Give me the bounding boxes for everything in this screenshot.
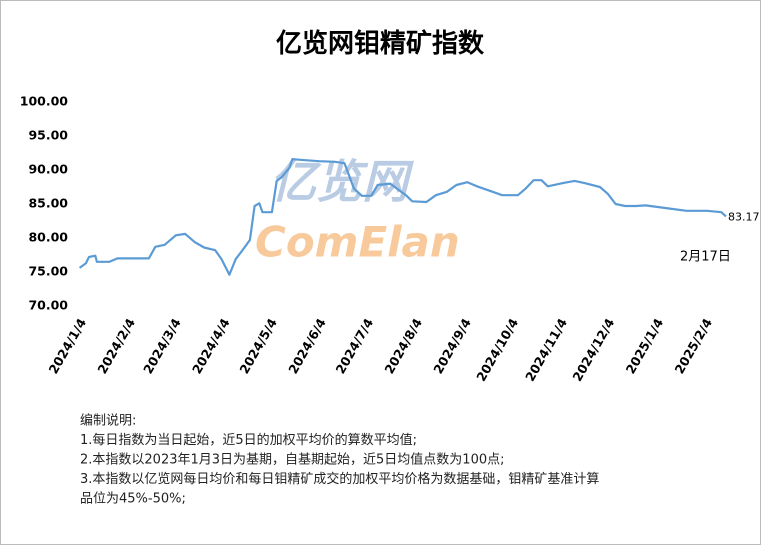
- data-line: [78, 158, 727, 276]
- y-tick-label: 85.00: [28, 196, 68, 211]
- annotation: 2月17日: [680, 250, 731, 265]
- note-line: 2.本指数以2023年1月3日为基期，自基期起始，近5日均值点数为100点;: [80, 452, 505, 468]
- value-label: 83.17: [728, 210, 760, 223]
- y-tick-label: 95.00: [28, 128, 68, 143]
- y-tick-label: 75.00: [28, 264, 68, 279]
- chart-title: 亿览网钼精矿指数: [276, 28, 485, 59]
- y-tick-label: 80.00: [28, 230, 68, 245]
- note-line: 1.每日指数为当日起始，近5日的加权平均价的算数平均值;: [80, 432, 417, 448]
- y-tick-label: 90.00: [28, 162, 68, 177]
- note-line: 编制说明:: [80, 414, 136, 429]
- y-tick-label: 100.00: [20, 94, 69, 109]
- y-tick-label: 70.00: [28, 298, 68, 313]
- note-line: 3.本指数以亿览网每日均价和每日钼精矿成交的加权平均价格为数据基础，钼精矿基准计…: [80, 471, 599, 487]
- note-line: 品位为45%-50%;: [80, 492, 186, 507]
- watermark: ComElan: [255, 218, 460, 267]
